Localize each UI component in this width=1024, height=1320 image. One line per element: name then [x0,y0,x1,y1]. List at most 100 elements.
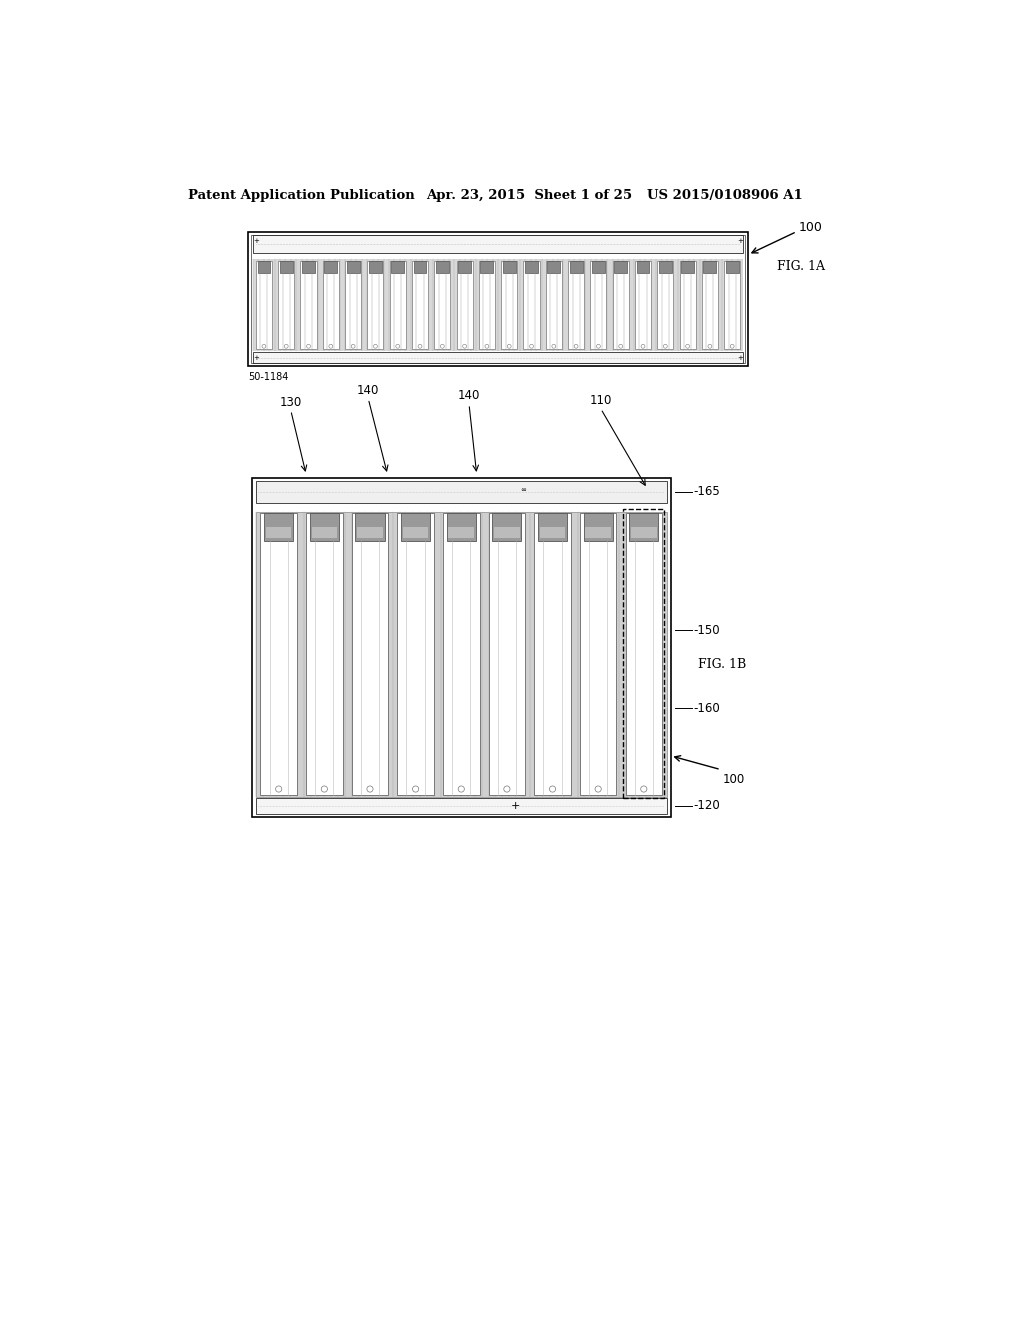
Text: 110: 110 [590,395,612,407]
Text: 140: 140 [357,384,380,397]
Bar [680,261,695,350]
Bar [626,513,663,795]
Bar [546,261,562,350]
Bar [681,261,694,273]
Bar [306,513,343,795]
Bar [266,527,292,539]
Bar [256,512,667,797]
Bar [637,261,649,273]
Bar [412,261,428,350]
Text: +: + [737,238,743,244]
Bar [345,261,361,350]
Bar [658,261,672,273]
Bar [280,261,293,273]
Bar [279,261,294,350]
Text: +: + [511,801,520,810]
Bar [657,261,674,350]
Bar [302,261,315,273]
Bar [253,352,743,363]
Text: +: + [253,238,259,244]
Bar [251,235,744,363]
Text: +: + [253,355,259,360]
Bar [488,513,525,795]
Bar [311,527,337,539]
Bar [584,513,612,541]
Text: -160: -160 [693,702,721,715]
Bar [357,527,383,539]
Text: FIG. 1A: FIG. 1A [777,260,825,273]
Bar [402,527,428,539]
Text: 50-1184: 50-1184 [248,372,289,383]
Bar [479,261,495,350]
Bar [629,513,658,541]
Bar [612,261,629,350]
Text: -150: -150 [693,624,720,638]
Bar [701,261,718,350]
Bar [495,527,519,539]
Text: Patent Application Publication: Patent Application Publication [188,189,415,202]
Text: ∞: ∞ [520,487,526,494]
Bar [726,261,738,273]
Text: -120: -120 [693,800,721,813]
Bar [592,261,605,273]
Bar [252,478,671,817]
Bar [414,261,426,273]
Text: 100: 100 [722,772,744,785]
Bar [325,261,337,273]
Bar [523,261,540,350]
Bar [525,261,538,273]
Bar [480,261,494,273]
Bar [347,261,359,273]
Bar [591,261,606,350]
Text: -165: -165 [693,486,721,499]
Text: +: + [737,355,743,360]
Bar [624,508,665,799]
Text: Apr. 23, 2015  Sheet 1 of 25: Apr. 23, 2015 Sheet 1 of 25 [426,189,633,202]
Bar [446,513,476,541]
Bar [300,261,316,350]
Bar [256,261,272,350]
Text: 140: 140 [458,389,480,403]
Bar [256,480,667,503]
Text: 100: 100 [799,222,822,234]
Bar [449,527,474,539]
Bar [586,527,611,539]
Bar [390,261,406,350]
Text: 130: 130 [280,396,302,409]
Bar [391,261,404,273]
Bar [458,261,471,273]
Bar [503,261,516,273]
Bar [457,261,473,350]
Bar [724,261,740,350]
Bar [535,513,570,795]
Bar [257,261,270,273]
Bar [569,261,583,273]
Bar [256,799,667,813]
Bar [323,261,339,350]
Bar [368,261,383,350]
Bar [568,261,584,350]
Bar [635,261,651,350]
Bar [253,235,743,253]
Bar [260,513,297,795]
Bar [493,513,521,541]
Bar [703,261,717,273]
Bar [309,513,339,541]
Bar [253,259,743,351]
Bar [397,513,434,795]
Bar [401,513,430,541]
Bar [264,513,293,541]
Bar [501,261,517,350]
Bar [580,513,616,795]
Bar [614,261,627,273]
Bar [248,231,748,367]
Bar [436,261,449,273]
Bar [369,261,382,273]
Text: FIG. 1B: FIG. 1B [697,657,745,671]
Bar [538,513,567,541]
Bar [540,527,565,539]
Bar [355,513,385,541]
Bar [443,513,479,795]
Bar [434,261,451,350]
Bar [351,513,388,795]
